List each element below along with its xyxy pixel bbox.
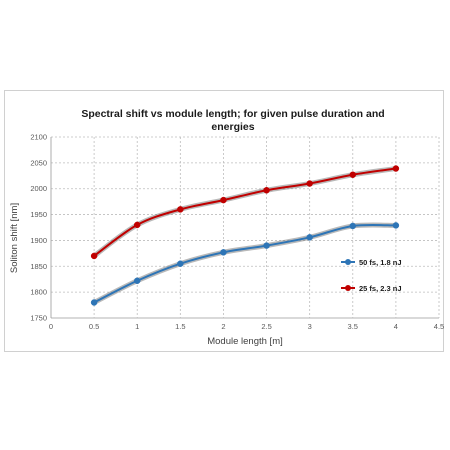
data-point	[349, 171, 357, 179]
x-tick-label: 0.5	[89, 322, 99, 331]
series-line-shadow	[92, 166, 397, 258]
chart-frame: Spectral shift vs module length; for giv…	[4, 90, 444, 352]
data-point	[90, 299, 98, 306]
data-point	[177, 206, 184, 213]
x-tick-label: 0	[49, 322, 53, 331]
x-axis-ticks: 0 0.5 1 1.5 2 2.5 3 3.5 4 4.5	[49, 322, 444, 331]
line-chart: Spectral shift vs module length; for giv…	[9, 108, 444, 347]
series-line-shadow	[92, 222, 396, 305]
chart-title-line-2: energies	[211, 121, 254, 133]
y-tick-label: 1750	[30, 314, 47, 323]
legend: 50 fs, 1.8 nJ 25 fs, 2.3 nJ	[341, 258, 402, 293]
data-point	[133, 277, 141, 285]
data-point	[349, 222, 357, 230]
legend-entry: 50 fs, 1.8 nJ	[341, 258, 402, 267]
y-tick-label: 2050	[30, 158, 47, 167]
x-tick-label: 1.5	[175, 322, 185, 331]
y-axis-title: Soliton shift [nm]	[9, 203, 20, 273]
data-point	[392, 165, 400, 172]
y-tick-label: 1850	[30, 262, 47, 271]
y-axis-ticks: 1750 1800 1850 1900 1950 2000 2050 2100	[30, 133, 47, 323]
x-tick-label: 3	[308, 322, 312, 331]
data-point	[263, 187, 270, 194]
legend-label: 25 fs, 2.3 nJ	[359, 284, 402, 293]
y-tick-label: 1900	[30, 236, 47, 245]
x-tick-label: 4	[394, 322, 398, 331]
legend-swatch-marker	[345, 285, 351, 291]
legend-swatch-marker	[345, 259, 351, 265]
y-tick-label: 1950	[30, 210, 47, 219]
series-line	[93, 167, 397, 257]
data-point	[306, 234, 313, 241]
x-tick-label: 2.5	[261, 322, 271, 331]
y-tick-label: 2100	[30, 133, 47, 142]
series-1	[90, 222, 400, 306]
data-point	[220, 196, 227, 204]
data-point	[392, 222, 400, 229]
data-point	[90, 252, 98, 260]
legend-entry: 25 fs, 2.3 nJ	[341, 284, 402, 293]
legend-label: 50 fs, 1.8 nJ	[359, 258, 402, 267]
series-line	[93, 223, 396, 304]
x-tick-label: 1	[135, 322, 139, 331]
x-tick-label: 2	[221, 322, 225, 331]
series-2	[90, 165, 400, 260]
x-axis-title: Module length [m]	[207, 336, 283, 347]
chart-title-line-1: Spectral shift vs module length; for giv…	[81, 108, 384, 120]
data-point	[220, 249, 227, 256]
data-point	[263, 242, 270, 249]
x-tick-label: 4.5	[434, 322, 444, 331]
data-point	[306, 180, 313, 187]
data-point	[177, 260, 184, 267]
y-tick-label: 2000	[30, 184, 47, 193]
data-point	[133, 221, 141, 229]
y-tick-label: 1800	[30, 288, 47, 297]
series-lines	[90, 165, 400, 306]
x-tick-label: 3.5	[348, 322, 358, 331]
